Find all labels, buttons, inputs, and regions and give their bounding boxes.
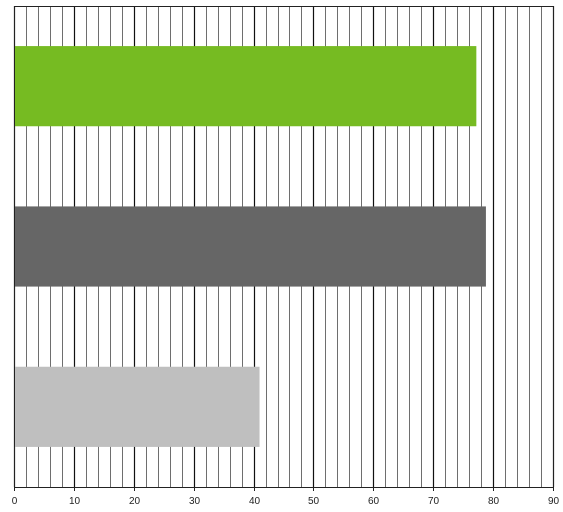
x-tick-label: 60 [368,496,380,507]
x-tick-label: 30 [189,496,201,507]
bars [14,46,486,447]
x-tick-label: 70 [428,496,440,507]
plot-frame [14,6,554,488]
x-tick-label: 40 [249,496,261,507]
x-tick-label: 10 [69,496,81,507]
bar [14,206,486,287]
x-tick-label: 20 [129,496,141,507]
x-tick-label: 0 [12,496,18,507]
x-tick-label: 90 [548,496,560,507]
x-axis-ticks [14,487,554,491]
bar [14,46,477,127]
x-axis-tick-labels: 0 10 20 30 40 50 60 70 80 90 [12,496,560,507]
x-tick-label: 80 [488,496,500,507]
x-tick-label: 50 [308,496,320,507]
bar [14,366,260,447]
